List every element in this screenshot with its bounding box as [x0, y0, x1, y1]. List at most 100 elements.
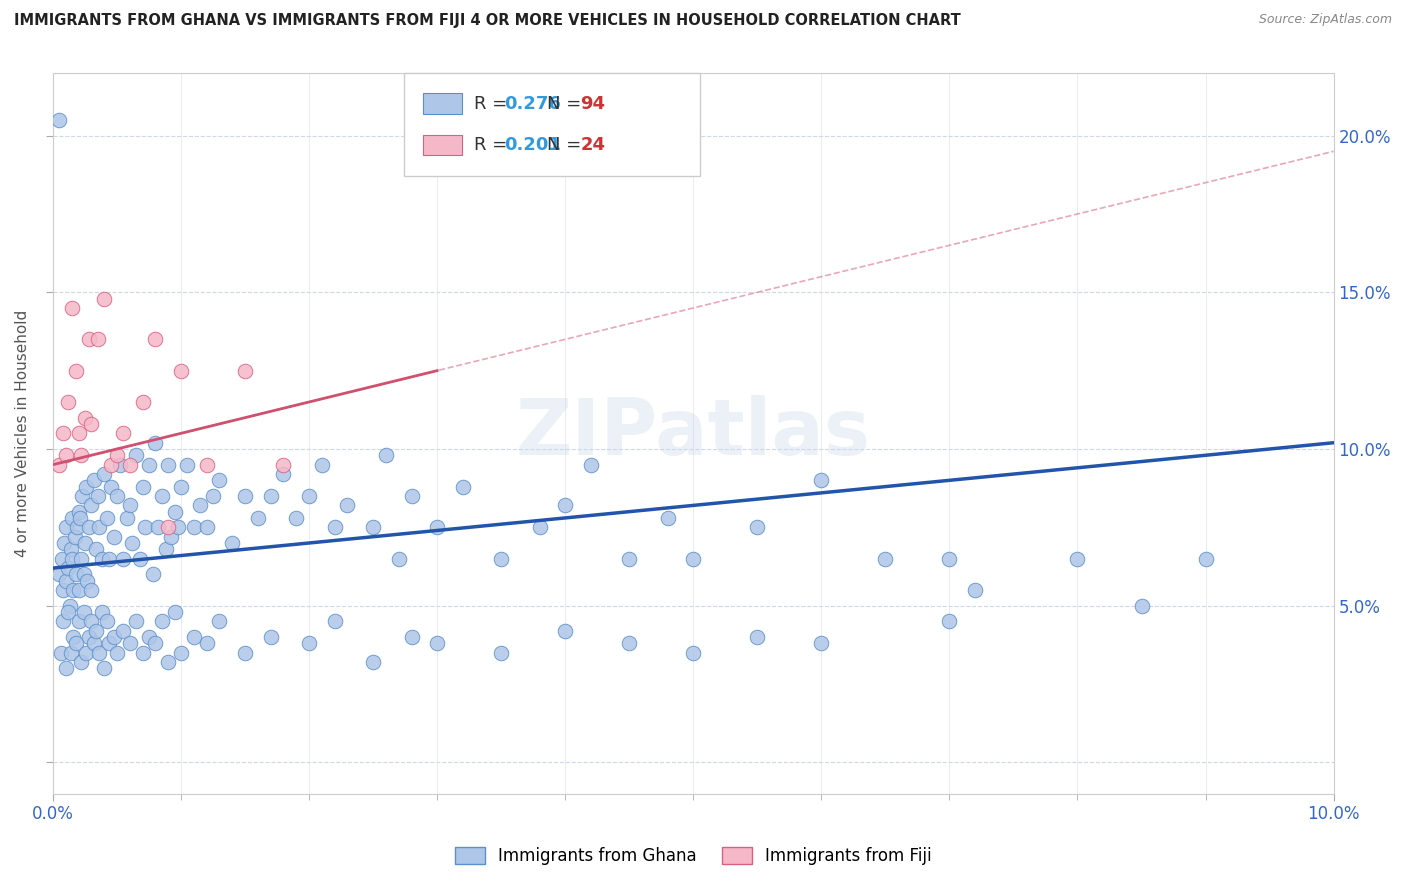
Point	[63, 530, 86, 544]
Point	[73, 410, 96, 425]
Point	[285, 511, 308, 525]
Point	[195, 636, 218, 650]
Point	[59, 542, 82, 557]
Point	[170, 646, 193, 660]
Point	[118, 458, 141, 472]
Point	[103, 530, 125, 544]
Text: 0.276: 0.276	[505, 95, 561, 112]
Point	[311, 458, 333, 472]
Point	[361, 520, 384, 534]
Point	[125, 615, 148, 629]
Point	[121, 536, 143, 550]
Point	[69, 511, 91, 525]
Point	[401, 489, 423, 503]
Point	[195, 458, 218, 472]
Point	[145, 435, 167, 450]
Point	[1066, 551, 1088, 566]
Point	[810, 636, 832, 650]
Point	[298, 636, 321, 650]
Point	[489, 646, 512, 660]
Point	[183, 630, 205, 644]
Point	[401, 630, 423, 644]
Point	[747, 520, 769, 534]
Point	[336, 499, 359, 513]
Point	[72, 567, 94, 582]
Point	[146, 520, 169, 534]
Point	[163, 505, 186, 519]
Point	[747, 630, 769, 644]
Point	[55, 448, 77, 462]
Point	[195, 520, 218, 534]
Text: ZIPatlas: ZIPatlas	[516, 395, 870, 471]
Point	[58, 561, 80, 575]
Point	[489, 551, 512, 566]
Text: N =: N =	[547, 136, 586, 154]
Text: Source: ZipAtlas.com: Source: ZipAtlas.com	[1258, 13, 1392, 27]
Point	[70, 655, 93, 669]
Point	[93, 467, 115, 481]
Point	[72, 489, 94, 503]
Point	[221, 536, 243, 550]
Point	[388, 551, 411, 566]
Point	[108, 458, 131, 472]
Y-axis label: 4 or more Vehicles in Household: 4 or more Vehicles in Household	[15, 310, 30, 557]
Point	[131, 480, 153, 494]
Point	[208, 473, 231, 487]
Point	[62, 630, 84, 644]
Point	[554, 624, 576, 638]
Point	[298, 489, 321, 503]
Point	[76, 574, 98, 588]
Point	[48, 567, 70, 582]
Point	[176, 458, 198, 472]
Point	[129, 551, 152, 566]
Point	[90, 551, 112, 566]
Point	[554, 499, 576, 513]
Point	[105, 489, 128, 503]
Point	[51, 551, 73, 566]
Point	[66, 520, 89, 534]
Point	[1130, 599, 1153, 613]
Point	[426, 636, 449, 650]
Point	[60, 511, 83, 525]
Point	[75, 480, 97, 494]
Point	[52, 426, 75, 441]
Point	[90, 605, 112, 619]
Point	[657, 511, 679, 525]
Point	[167, 520, 190, 534]
Point	[67, 426, 90, 441]
Point	[80, 615, 103, 629]
Point	[131, 395, 153, 409]
Point	[67, 505, 90, 519]
Point	[87, 520, 110, 534]
Point	[77, 630, 100, 644]
Point	[938, 551, 960, 566]
Text: 24: 24	[581, 136, 606, 154]
Point	[150, 615, 173, 629]
Point	[233, 646, 256, 660]
Point	[208, 615, 231, 629]
Point	[67, 615, 90, 629]
Point	[67, 582, 90, 597]
Point	[77, 332, 100, 346]
Point	[52, 582, 75, 597]
Text: R =: R =	[474, 95, 513, 112]
Point	[323, 615, 346, 629]
Point	[55, 574, 77, 588]
Point	[259, 489, 281, 503]
Point	[93, 661, 115, 675]
Point	[118, 499, 141, 513]
Point	[86, 542, 108, 557]
Point	[65, 567, 87, 582]
Point	[60, 301, 83, 315]
Point	[138, 630, 160, 644]
Point	[159, 530, 181, 544]
Point	[579, 458, 602, 472]
Point	[70, 448, 93, 462]
Point	[273, 467, 295, 481]
Point	[93, 292, 115, 306]
Point	[96, 615, 118, 629]
Point	[451, 480, 474, 494]
Point	[105, 448, 128, 462]
Point	[619, 551, 641, 566]
Point	[233, 364, 256, 378]
